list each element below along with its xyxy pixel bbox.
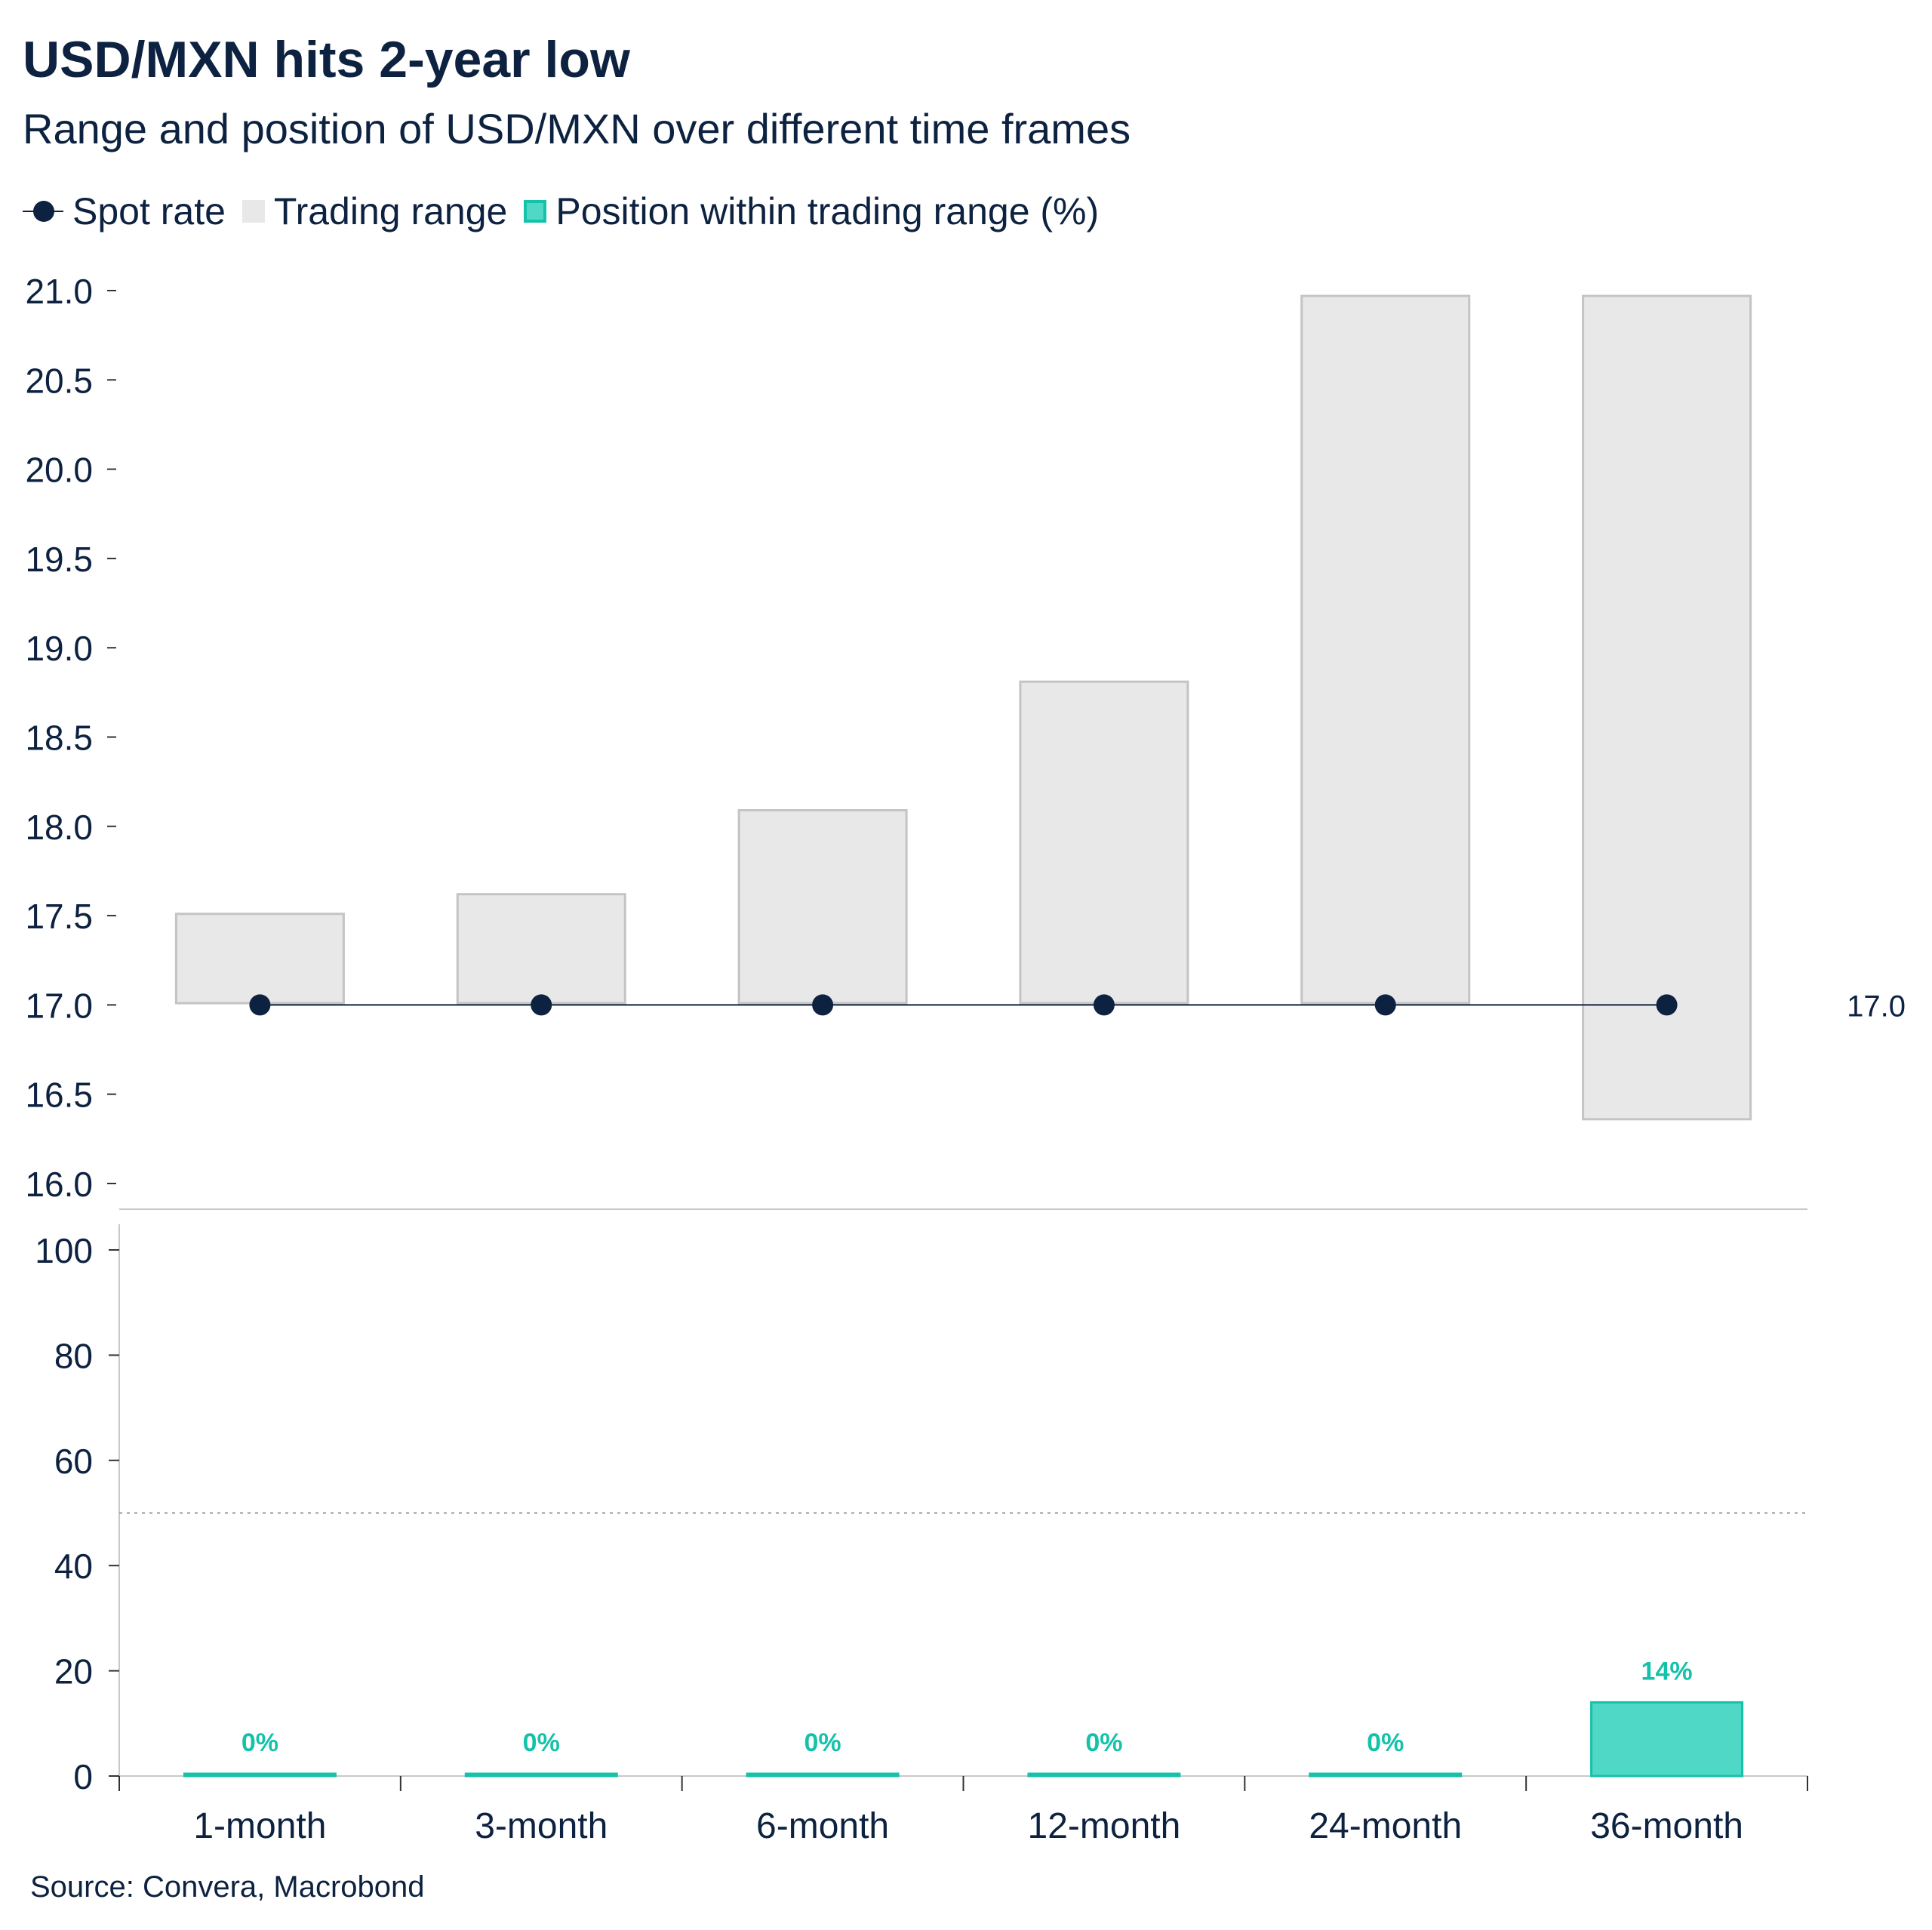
chart-title: USD/MXN hits 2-year low [23, 31, 630, 88]
y-tick-label-range-7: 19.5 [25, 540, 93, 579]
x-tick-label-2: 6-month [756, 1806, 889, 1846]
y-tick-label-position-3: 60 [54, 1442, 93, 1481]
position-label-2: 0% [804, 1728, 841, 1757]
spot-rate-point-5 [1656, 994, 1678, 1016]
legend: Spot rate Trading range Position within … [23, 189, 1115, 234]
legend-swatch-trading-range [242, 200, 265, 223]
legend-label-trading-range: Trading range [273, 190, 508, 232]
y-tick-label-position-5: 100 [35, 1231, 93, 1270]
range-bar-3 [1019, 680, 1189, 1005]
range-bar-4 [1300, 294, 1471, 1005]
spot-rate-end-label: 17.0 [1847, 990, 1906, 1023]
spot-rate-point-4 [1374, 994, 1396, 1016]
legend-swatch-position [524, 200, 547, 223]
y-tick-label-range-4: 18.0 [25, 808, 93, 847]
position-label-3: 0% [1085, 1728, 1122, 1757]
spot-rate-point-0 [249, 994, 271, 1016]
y-tick-label-position-1: 20 [54, 1652, 93, 1691]
y-tick-label-range-10: 21.0 [25, 272, 93, 311]
x-tick-label-1: 3-month [475, 1806, 608, 1846]
y-tick-label-range-2: 17.0 [25, 986, 93, 1025]
position-label-0: 0% [242, 1728, 278, 1757]
y-tick-label-range-9: 20.5 [25, 361, 93, 400]
position-bar-0 [183, 1772, 337, 1778]
source-note: Source: Convera, Macrobond [30, 1870, 425, 1904]
legend-label-spot-rate: Spot rate [72, 190, 226, 232]
x-tick-label-5: 36-month [1590, 1806, 1743, 1846]
y-tick-label-position-4: 80 [54, 1336, 93, 1375]
range-bar-1 [456, 893, 626, 1005]
legend-item-trading-range: Trading range [242, 189, 507, 233]
range-bar-5 [1582, 294, 1752, 1121]
spot-rate-point-2 [812, 994, 834, 1016]
y-tick-label-range-5: 18.5 [25, 719, 93, 758]
spot-rate-point-1 [531, 994, 552, 1016]
y-tick-label-range-0: 16.0 [25, 1165, 93, 1204]
legend-label-position: Position within trading range (%) [555, 190, 1100, 232]
chart-subtitle: Range and position of USD/MXN over diffe… [23, 105, 1131, 152]
y-tick-label-position-0: 0 [73, 1757, 93, 1796]
y-tick-label-range-1: 16.5 [25, 1076, 93, 1115]
y-tick-label-range-3: 17.5 [25, 897, 93, 936]
spot-rate-point-3 [1093, 994, 1115, 1016]
position-bar-3 [1027, 1772, 1181, 1778]
x-tick-label-4: 24-month [1309, 1806, 1462, 1846]
y-tick-label-position-2: 40 [54, 1547, 93, 1586]
position-panel: 0 20 40 60 80 100 0% 0% 0% 0% 0% 14% 1-month 3-month 6… [35, 1224, 1808, 1846]
x-tick-label-3: 12-month [1028, 1806, 1181, 1846]
position-bar-2 [746, 1772, 900, 1778]
position-bar-4 [1309, 1772, 1463, 1778]
position-label-4: 0% [1367, 1728, 1404, 1757]
range-panel: 16.0 16.5 17.0 17.5 18.0 18.5 19.0 19.5 20.0 20.5… [25, 272, 1906, 1210]
position-bar-1 [464, 1772, 618, 1778]
range-bar-0 [174, 913, 345, 1005]
legend-item-spot-rate: Spot rate [23, 189, 226, 233]
position-bar-5 [1590, 1701, 1744, 1778]
range-bar-2 [737, 809, 908, 1005]
legend-swatch-spot-rate [23, 200, 63, 223]
legend-item-position: Position within trading range (%) [524, 189, 1099, 233]
y-tick-label-range-8: 20.0 [25, 451, 93, 490]
x-tick-label-0: 1-month [193, 1806, 326, 1846]
y-tick-label-range-6: 19.0 [25, 629, 93, 668]
position-label-5: 14% [1641, 1657, 1693, 1685]
position-label-1: 0% [523, 1728, 560, 1757]
